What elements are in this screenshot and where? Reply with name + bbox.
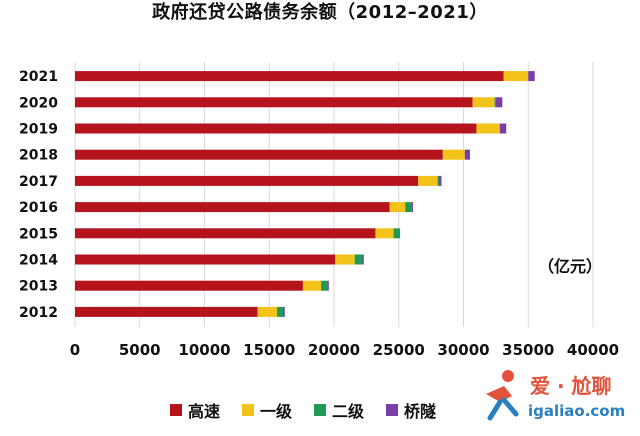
bar-segment [499, 123, 507, 134]
watermark-text-cn: 爱 · 尬聊 [530, 374, 612, 398]
x-tick-label: 40000 [567, 341, 619, 359]
bar-segment [442, 149, 465, 160]
legend-label-class2: 二级 [332, 402, 365, 421]
bar-segment [75, 71, 504, 82]
x-tick-label: 25000 [373, 341, 425, 359]
legend-item-bridge-tunnel: 桥隧 [386, 398, 436, 422]
bar-segment [438, 175, 442, 186]
x-tick-label: 30000 [437, 341, 489, 359]
bar-segment [389, 202, 406, 213]
watermark-text-url: igaliao.com [528, 402, 626, 420]
legend-swatch-class1 [242, 404, 255, 416]
x-tick-label: 35000 [502, 341, 554, 359]
runner-logo-icon [486, 370, 519, 421]
bar-segment [321, 280, 328, 291]
bar-segment [75, 175, 419, 186]
y-tick-label: 2019 [19, 122, 58, 138]
bar-segment [495, 97, 503, 108]
x-tick-label: 5000 [119, 341, 161, 359]
legend-label-class1: 一级 [260, 402, 293, 421]
bar-segment [393, 228, 401, 239]
bar-segment [75, 306, 258, 317]
bar-segment [75, 228, 376, 239]
bar-segment [283, 306, 285, 317]
x-tick-label: 10000 [178, 341, 230, 359]
bar-segment [476, 123, 500, 134]
bar-segment [75, 202, 390, 213]
y-tick-label: 2013 [19, 279, 58, 295]
bar-segment [405, 202, 412, 213]
legend-item-highway: 高速 [170, 398, 220, 422]
legend-swatch-bridge-tunnel [386, 404, 399, 416]
bar-segment [327, 280, 329, 291]
bar-segment [277, 306, 284, 317]
bar-segment [335, 254, 355, 265]
legend-label-bridge-tunnel: 桥隧 [404, 402, 437, 421]
x-tick-label: 20000 [308, 341, 360, 359]
y-tick-label: 2012 [19, 305, 58, 321]
bar-segment [75, 280, 303, 291]
y-tick-label: 2018 [19, 148, 58, 164]
bar-segment [464, 149, 470, 160]
legend-label-highway: 高速 [188, 402, 221, 421]
bar-segment [528, 71, 535, 82]
bar-segment [503, 71, 529, 82]
y-tick-label: 2014 [19, 253, 58, 269]
legend-swatch-class2 [314, 404, 327, 416]
bar-segment [375, 228, 394, 239]
watermark-logo: 爱 · 尬聊 igaliao.com [478, 366, 640, 432]
y-tick-label: 2017 [19, 174, 58, 190]
unit-label: （亿元） [538, 257, 603, 276]
x-tick-label: 15000 [243, 341, 295, 359]
bar-segment [75, 149, 443, 160]
bar-segment [354, 254, 363, 265]
y-tick-label: 2020 [19, 95, 58, 111]
bar-segment [257, 306, 278, 317]
bar-segment [437, 175, 439, 186]
bar-segment [75, 254, 336, 265]
bar-segment [411, 202, 413, 213]
bar-segment [418, 175, 438, 186]
bar-segment [75, 97, 473, 108]
y-tick-label: 2015 [19, 226, 58, 242]
chart-title: 政府还贷公路债务余额（2012–2021） [152, 2, 488, 23]
bar-segment [75, 123, 477, 134]
bar-segment [494, 97, 496, 108]
bar-segment [472, 97, 495, 108]
legend: 高速 一级 二级 桥隧 [170, 398, 436, 422]
y-tick-label: 2021 [19, 69, 58, 85]
legend-item-class2: 二级 [314, 398, 364, 422]
bar-segment [302, 280, 322, 291]
y-tick-label: 2016 [19, 200, 58, 216]
legend-item-class1: 一级 [242, 398, 292, 422]
x-tick-label: 0 [70, 341, 80, 359]
legend-swatch-highway [170, 404, 182, 416]
bar-segment [362, 254, 364, 265]
